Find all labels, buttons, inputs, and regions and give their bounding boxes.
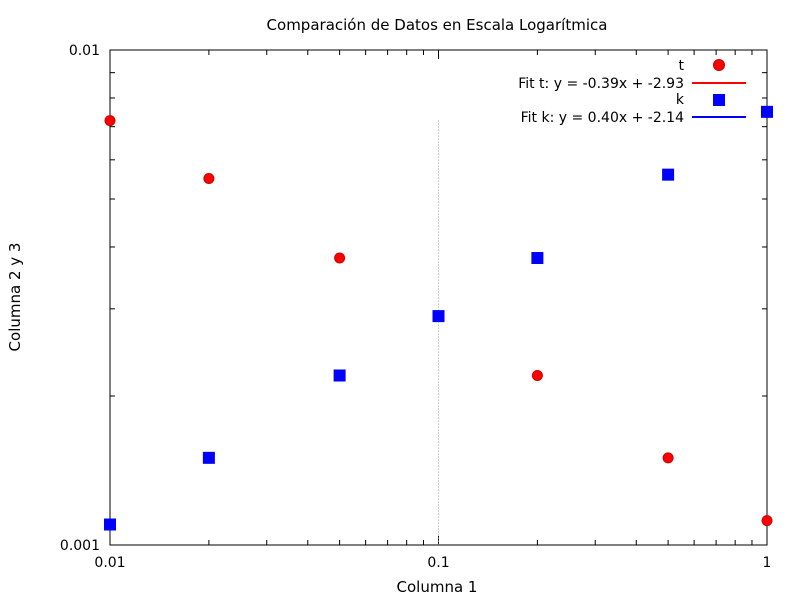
y-axis-label: Columna 2 y 3 [6,243,24,352]
legend: t Fit t: y = -0.39x + -2.93 k Fit k: y =… [518,58,746,126]
point-k-0 [104,518,116,531]
point-t-4 [662,452,674,464]
point-t-0 [104,115,116,127]
point-t-5 [761,515,773,527]
point-k-4 [531,252,544,265]
x-tick-label: 0.1 [427,555,449,571]
data-points [104,105,773,531]
x-tick-label: 0.01 [94,555,125,571]
point-k-1 [202,451,215,464]
point-k-5 [662,168,675,181]
legend-label-k: k [676,92,685,108]
legend-label-fit-k: Fit k: y = 0.40x + -2.14 [521,110,684,126]
point-k-6 [761,105,773,118]
point-t-1 [203,173,215,185]
x-tick-label: 1 [763,555,772,571]
y-tick-label: 0.01 [69,43,100,59]
point-k-3 [432,310,445,323]
y-tick-label: 0.001 [60,538,100,554]
point-t-2 [334,252,346,264]
legend-marker-k [713,94,725,106]
point-k-2 [333,369,346,382]
chart-title: Comparación de Datos en Escala Logarítmi… [267,16,608,34]
legend-label-fit-t: Fit t: y = -0.39x + -2.93 [518,76,684,92]
point-t-3 [531,370,543,382]
legend-marker-t [713,59,725,71]
axis-ticks [109,50,767,546]
legend-label-t: t [679,58,685,74]
x-axis-label: Columna 1 [397,578,478,596]
